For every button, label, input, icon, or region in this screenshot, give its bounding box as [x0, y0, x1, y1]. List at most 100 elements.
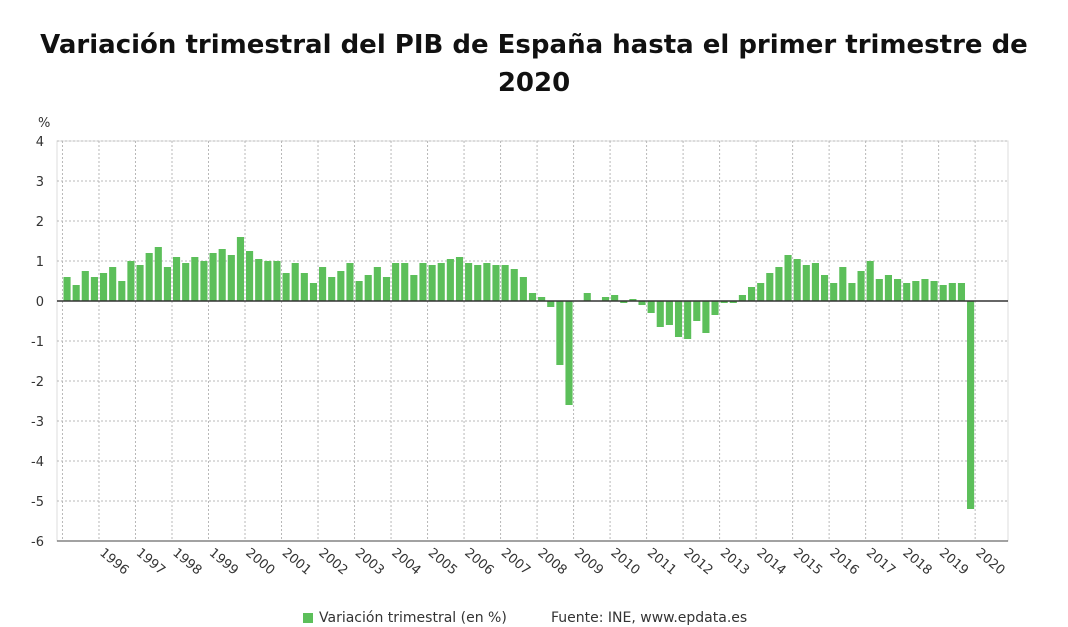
y-tick-label: -1	[31, 335, 44, 350]
x-tick-label: 1998	[169, 546, 204, 579]
bar	[455, 257, 464, 301]
bar	[246, 251, 254, 301]
y-tick-label: 1	[36, 255, 44, 270]
x-tick-label: 2001	[279, 546, 314, 579]
bar	[273, 261, 281, 301]
bar	[163, 267, 171, 301]
bar	[702, 301, 710, 333]
bar	[857, 271, 865, 301]
bar	[72, 285, 80, 301]
x-tick-label: 2020	[973, 546, 1008, 579]
x-tick-label: 2018	[900, 546, 935, 579]
x-tick-label: 2002	[315, 546, 350, 579]
bar	[921, 279, 929, 301]
x-tick-label: 2008	[535, 546, 570, 579]
x-tick-label: 2005	[425, 546, 460, 579]
bar	[638, 301, 646, 305]
y-tick-label: 3	[36, 175, 44, 190]
bar	[136, 265, 144, 301]
bar	[200, 261, 208, 301]
x-tick-label: 2004	[388, 546, 423, 579]
y-tick-label: 2	[36, 215, 44, 230]
bar	[875, 279, 883, 301]
x-tick-label: 2017	[863, 546, 898, 579]
bar	[99, 273, 108, 301]
bar	[410, 275, 418, 301]
bar	[547, 301, 555, 307]
x-tick-label: 2019	[936, 546, 971, 579]
bar	[894, 279, 902, 301]
bar	[884, 275, 892, 301]
y-tick-label: 0	[36, 295, 44, 310]
bar	[109, 267, 117, 301]
bar	[501, 265, 509, 301]
bar	[601, 297, 610, 301]
x-tick-label: 1996	[96, 546, 131, 579]
bar	[382, 277, 391, 301]
x-tick-label: 2010	[608, 546, 643, 579]
bar	[620, 301, 628, 303]
legend-swatch	[303, 613, 313, 623]
bar	[118, 281, 126, 301]
bar	[218, 249, 226, 301]
bar	[81, 271, 89, 301]
bar	[173, 257, 181, 301]
x-tick-label: 2012	[681, 546, 716, 579]
bar	[373, 267, 381, 301]
bar	[784, 255, 792, 301]
bar	[811, 263, 819, 301]
bar	[948, 283, 956, 301]
bar	[866, 261, 874, 301]
bar	[738, 295, 746, 301]
bar	[656, 301, 664, 327]
bar	[565, 301, 573, 405]
bar	[674, 301, 683, 337]
bar	[775, 267, 783, 301]
bar	[939, 285, 947, 301]
bar	[474, 265, 482, 301]
bar	[757, 283, 765, 301]
bar	[510, 269, 518, 301]
bar	[528, 293, 537, 301]
x-tick-label: 2016	[827, 546, 862, 579]
x-tick-label: 2015	[790, 546, 825, 579]
legend-label: Variación trimestral (en %)	[319, 610, 507, 626]
bar	[720, 301, 728, 303]
bar	[839, 267, 847, 301]
x-tick-label: 2009	[571, 546, 606, 579]
chart-title: Variación trimestral del PIB de España h…	[0, 26, 1068, 102]
bar	[309, 283, 318, 301]
x-tick-label: 1999	[206, 546, 241, 579]
bar	[629, 299, 637, 301]
bar	[465, 263, 473, 301]
bar	[209, 253, 217, 301]
x-tick-label: 2006	[461, 546, 496, 579]
source-note: Fuente: INE, www.epdata.es	[551, 610, 748, 626]
x-tick-label: 2000	[242, 546, 277, 579]
y-tick-label: -6	[31, 535, 44, 550]
bar	[830, 283, 838, 301]
bar	[127, 261, 135, 301]
bar	[300, 273, 308, 301]
bar	[227, 255, 235, 301]
bar	[355, 281, 363, 301]
chart-title-line1: Variación trimestral del PIB de España h…	[40, 30, 1028, 60]
bar	[967, 301, 975, 509]
bar	[364, 275, 372, 301]
bar	[647, 301, 655, 313]
bar	[419, 263, 427, 301]
chart-title-line2: 2020	[497, 68, 571, 98]
bar	[182, 263, 190, 301]
bar	[903, 283, 911, 301]
bar	[684, 301, 692, 339]
bar	[446, 259, 454, 301]
bar	[538, 297, 546, 301]
bar	[793, 259, 801, 301]
bar	[145, 253, 153, 301]
bar	[665, 301, 673, 325]
y-axis-label: %	[38, 116, 50, 131]
bar	[583, 293, 591, 301]
legend: Variación trimestral (en %)	[303, 610, 507, 626]
bar	[729, 301, 737, 303]
